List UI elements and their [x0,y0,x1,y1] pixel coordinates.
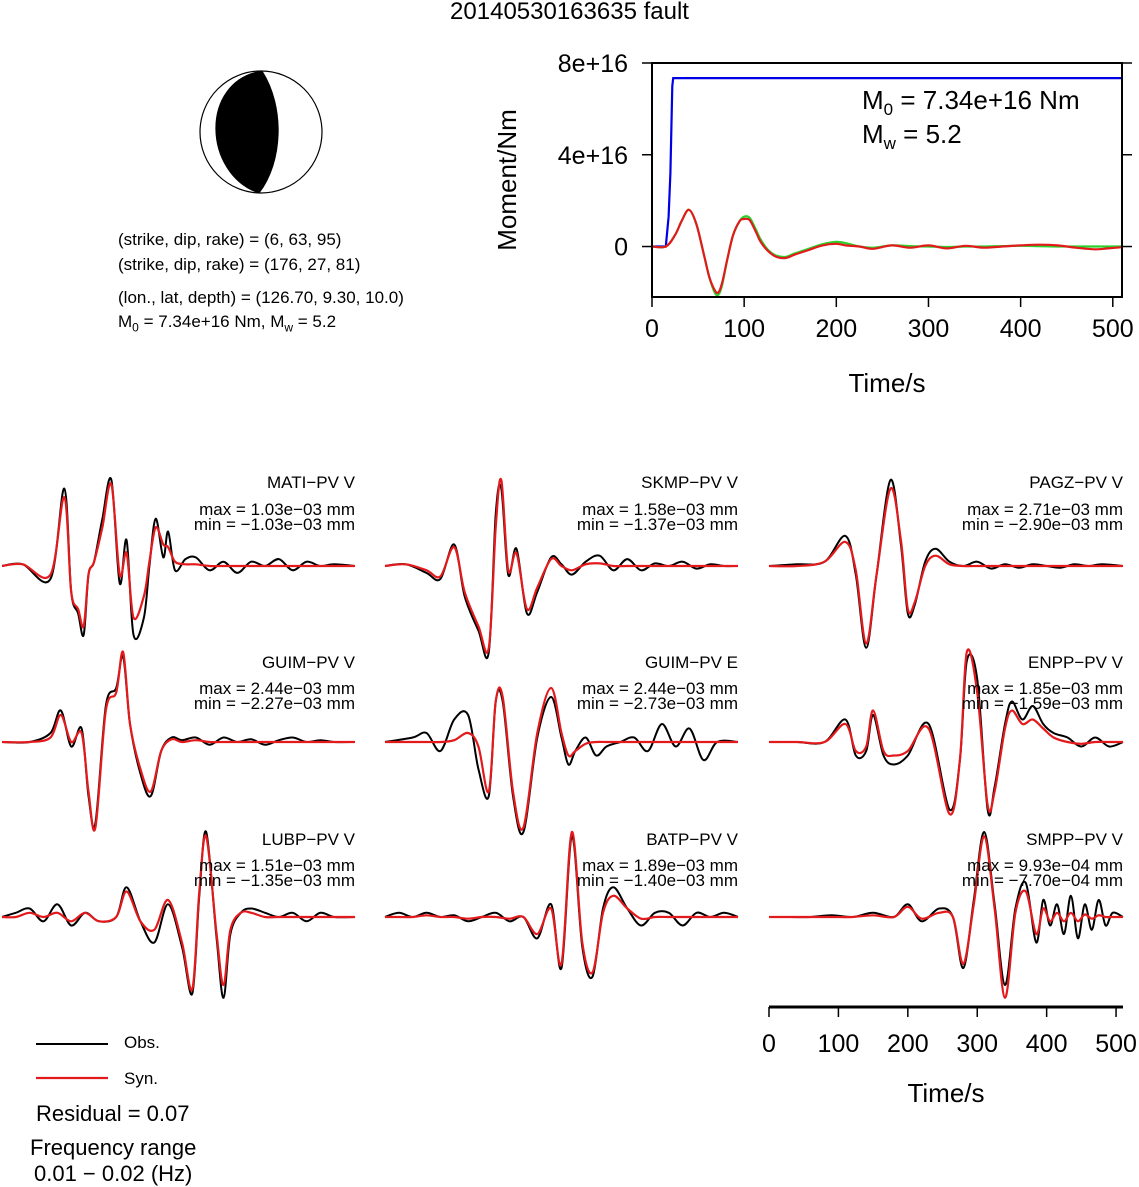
legend-syn-label: Syn. [124,1069,159,1088]
min-amplitude: min = −1.40e−03 mm [577,871,738,890]
min-amplitude: min = −1.03e−03 mm [194,515,355,534]
station-label: BATP−PV V [646,830,738,849]
min-amplitude: min = −2.90e−03 mm [962,515,1123,534]
station-label: PAGZ−PV V [1029,473,1123,492]
station-label: SMPP−PV V [1026,830,1124,849]
moment-xtick-label: 400 [1000,315,1042,343]
synthetic-trace [385,830,738,975]
max-amplitude: max = 2.71e−03 mm [967,500,1123,519]
moment-magnitude-line: M0 = 7.34e+16 Nm, Mw = 5.2 [118,312,337,335]
min-amplitude: min = −7.70e−04 mm [962,871,1123,890]
synthetic-trace [1,834,355,992]
time-axis-tick-label: 200 [887,1030,929,1058]
frequency-range-value: 0.01 − 0.02 (Hz) [34,1161,193,1186]
figure-title: 20140530163635 fault [450,0,689,25]
min-amplitude: min = −1.59e−03 mm [962,694,1123,713]
legend-obs-label: Obs. [124,1033,160,1052]
max-amplitude: max = 9.93e−04 mm [967,856,1123,875]
min-amplitude: min = −1.35e−03 mm [194,871,355,890]
synthetic-trace [384,477,738,654]
synthetic-trace [768,487,1123,645]
beachball-compressional-quadrant [215,70,279,194]
max-amplitude: max = 1.51e−03 mm [199,856,355,875]
time-axis-tick-label: 300 [956,1030,998,1058]
time-axis-label: Time/s [907,1078,984,1108]
residual-value: Residual = 0.07 [36,1101,190,1126]
time-axis-tick-label: 400 [1026,1030,1068,1058]
time-axis-tick-label: 500 [1095,1030,1137,1058]
station-label: GUIM−PV E [645,653,738,672]
max-amplitude: max = 1.85e−03 mm [967,679,1123,698]
nodal-plane-1: (strike, dip, rake) = (6, 63, 95) [118,230,342,249]
time-axis-tick-label: 100 [818,1030,860,1058]
max-amplitude: max = 2.44e−03 mm [199,679,355,698]
legend-lines [36,1043,108,1080]
synthetic-trace [1,650,355,832]
moment-ytick-label: 8e+16 [558,50,628,78]
synthetic-trace [384,686,738,831]
moment-ytick-label: 4e+16 [558,142,628,170]
time-axis-tick-label: 0 [762,1030,776,1058]
moment-series-0 [652,77,1122,248]
station-label: SKMP−PV V [641,473,739,492]
station-label: GUIM−PV V [262,653,356,672]
max-amplitude: max = 2.44e−03 mm [582,679,738,698]
synthetic-trace [769,835,1123,999]
max-amplitude: max = 1.58e−03 mm [582,500,738,519]
nodal-plane-2: (strike, dip, rake) = (176, 27, 81) [118,255,361,274]
min-amplitude: min = −1.37e−03 mm [577,515,738,534]
moment-xlabel: Time/s [848,368,925,398]
moment-xtick-label: 0 [645,315,659,343]
station-label: MATI−PV V [267,473,356,492]
min-amplitude: min = −2.73e−03 mm [577,694,738,713]
observed-trace [769,830,1124,987]
moment-ytick-label: 0 [614,234,628,262]
max-amplitude: max = 1.03e−03 mm [199,500,355,519]
moment-series-2 [651,208,1123,295]
waveform-time-axis: 0 100 200 300 400 500 Time/s [762,1005,1137,1108]
moment-plot-frame [651,62,1123,298]
moment-annotation-mw: Mw = 5.2 [862,119,962,154]
station-label: LUBP−PV V [262,830,356,849]
moment-plot: 0 100 200 300 400 500 0 4e+16 8e+16 Time/s Moment/… [492,50,1134,398]
moment-xtick-label: 500 [1092,315,1134,343]
frequency-range-title: Frequency range [30,1135,197,1160]
synthetic-trace [768,648,1123,816]
min-amplitude: min = −2.27e−03 mm [194,694,355,713]
station-label: ENPP−PV V [1028,653,1124,672]
moment-xtick-label: 100 [723,315,765,343]
moment-xtick-label: 300 [908,315,950,343]
synthetic-trace [1,482,355,629]
max-amplitude: max = 1.89e−03 mm [582,856,738,875]
moment-ylabel: Moment/Nm [492,109,522,251]
location-depth: (lon., lat, depth) = (126.70, 9.30, 10.0… [118,288,404,307]
beachball-diagram [199,70,323,194]
moment-xtick-label: 200 [815,315,857,343]
moment-annotation-m0: M0 = 7.34e+16 Nm [862,85,1080,120]
